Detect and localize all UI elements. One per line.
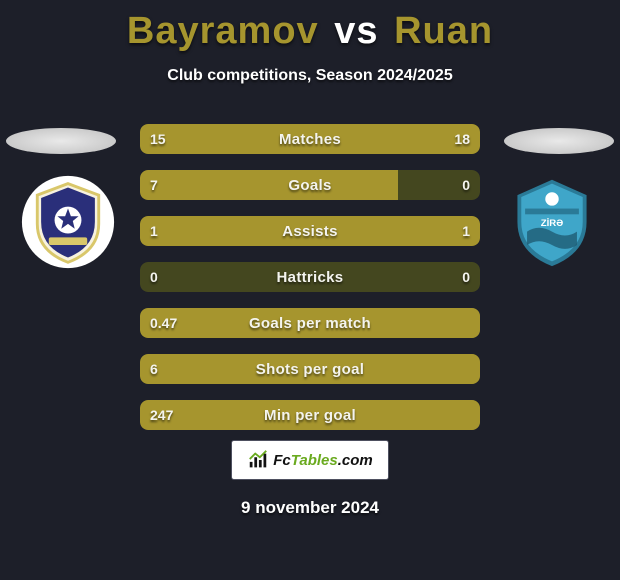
left-shadow-ellipse bbox=[6, 128, 116, 154]
stat-label: Hattricks bbox=[140, 262, 480, 292]
stat-row: Goals7 0 bbox=[140, 170, 480, 200]
stat-label: Matches bbox=[140, 124, 480, 154]
vs-label: vs bbox=[334, 10, 378, 52]
right-shadow-ellipse bbox=[504, 128, 614, 154]
chart-icon bbox=[247, 449, 269, 471]
logo-post: .com bbox=[338, 452, 373, 469]
player1-name: Bayramov bbox=[127, 10, 319, 52]
stat-label: Goals bbox=[140, 170, 480, 200]
comparison-title: Bayramov vs Ruan bbox=[0, 0, 620, 53]
team-left-crest bbox=[20, 174, 116, 270]
stat-label: Goals per match bbox=[140, 308, 480, 338]
stat-row: Hattricks0 0 bbox=[140, 262, 480, 292]
svg-text:ZİRƏ: ZİRƏ bbox=[541, 218, 563, 229]
stat-label: Min per goal bbox=[140, 400, 480, 430]
logo-text: FcTables.com bbox=[273, 452, 373, 469]
stat-left-value: 1 bbox=[140, 216, 168, 246]
stat-right-value: 0 bbox=[452, 262, 480, 292]
footer-date: 9 november 2024 bbox=[0, 498, 620, 518]
stat-row: Assists1 1 bbox=[140, 216, 480, 246]
stat-right-value: 18 bbox=[444, 124, 480, 154]
subtitle: Club competitions, Season 2024/2025 bbox=[0, 67, 620, 85]
stat-label: Assists bbox=[140, 216, 480, 246]
logo-mid: Tables bbox=[291, 452, 338, 469]
stat-right-value: 1 bbox=[452, 216, 480, 246]
stat-left-value: 7 bbox=[140, 170, 168, 200]
player2-name: Ruan bbox=[394, 10, 493, 52]
stat-row: Matches15 18 bbox=[140, 124, 480, 154]
stat-row: Min per goal247 bbox=[140, 400, 480, 430]
stat-row: Goals per match0.47 bbox=[140, 308, 480, 338]
stat-label: Shots per goal bbox=[140, 354, 480, 384]
stat-left-value: 6 bbox=[140, 354, 168, 384]
stat-bars: Matches1518Goals70Assists11Hattricks00Go… bbox=[140, 124, 480, 446]
logo-pre: Fc bbox=[273, 452, 291, 469]
stat-left-value: 247 bbox=[140, 400, 183, 430]
team-right-crest: ZİRƏ bbox=[504, 174, 600, 270]
stat-row: Shots per goal6 bbox=[140, 354, 480, 384]
stat-left-value: 0 bbox=[140, 262, 168, 292]
stat-left-value: 15 bbox=[140, 124, 176, 154]
fctables-logo: FcTables.com bbox=[231, 440, 389, 480]
stat-left-value: 0.47 bbox=[140, 308, 187, 338]
stat-right-value: 0 bbox=[452, 170, 480, 200]
